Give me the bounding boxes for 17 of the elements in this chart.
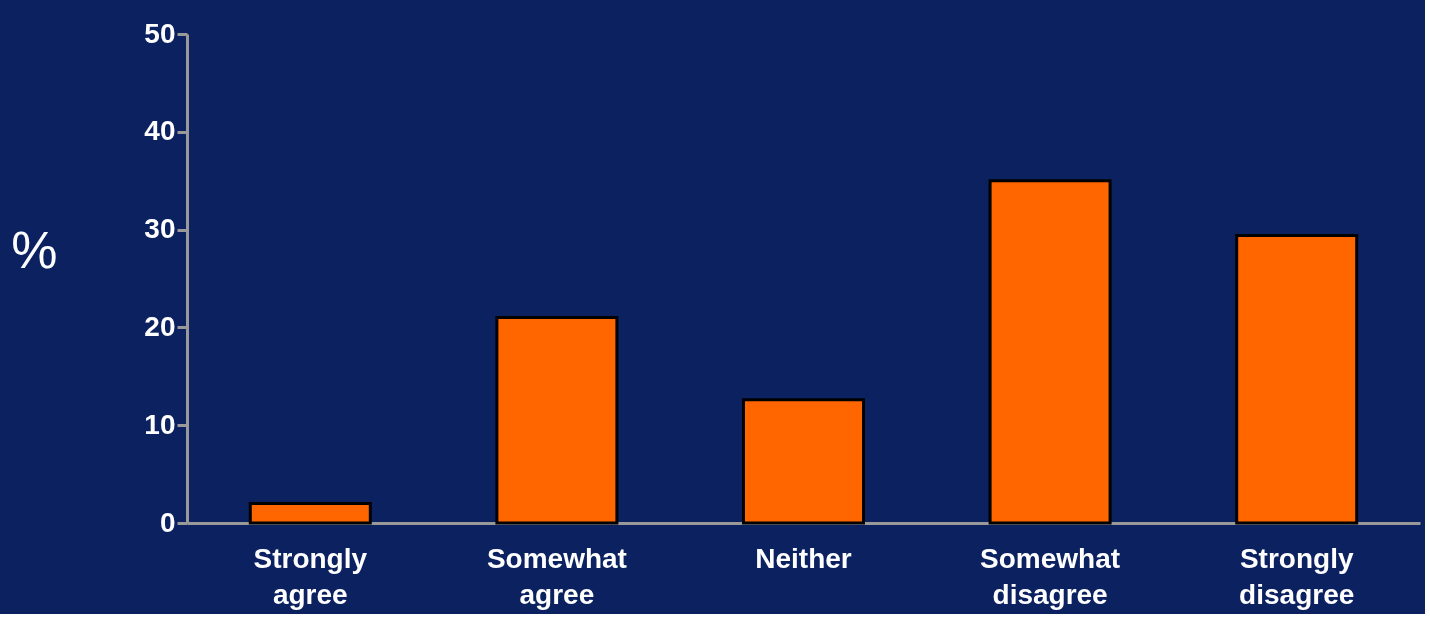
bar: [495, 316, 619, 525]
x-tick-label: Somewhat agree: [486, 542, 627, 610]
bar: [988, 179, 1112, 525]
bar: [1235, 233, 1359, 525]
x-tick-label: Strongly agree: [253, 542, 368, 610]
bar: [248, 501, 372, 525]
y-tick-label: 0: [159, 506, 176, 538]
bar: [742, 398, 865, 525]
x-tick-label: Somewhat disagree: [980, 542, 1121, 610]
y-tick-label: 40: [144, 115, 176, 147]
y-tick-label: 50: [144, 17, 176, 49]
x-tick-label: Strongly disagree: [1239, 542, 1355, 610]
y-tick-label: 30: [144, 213, 176, 245]
y-tick-label: 20: [144, 310, 176, 342]
y-tick-label: 10: [144, 408, 176, 440]
y-axis-title: %: [11, 221, 58, 279]
x-tick-label: Neither: [755, 542, 852, 574]
